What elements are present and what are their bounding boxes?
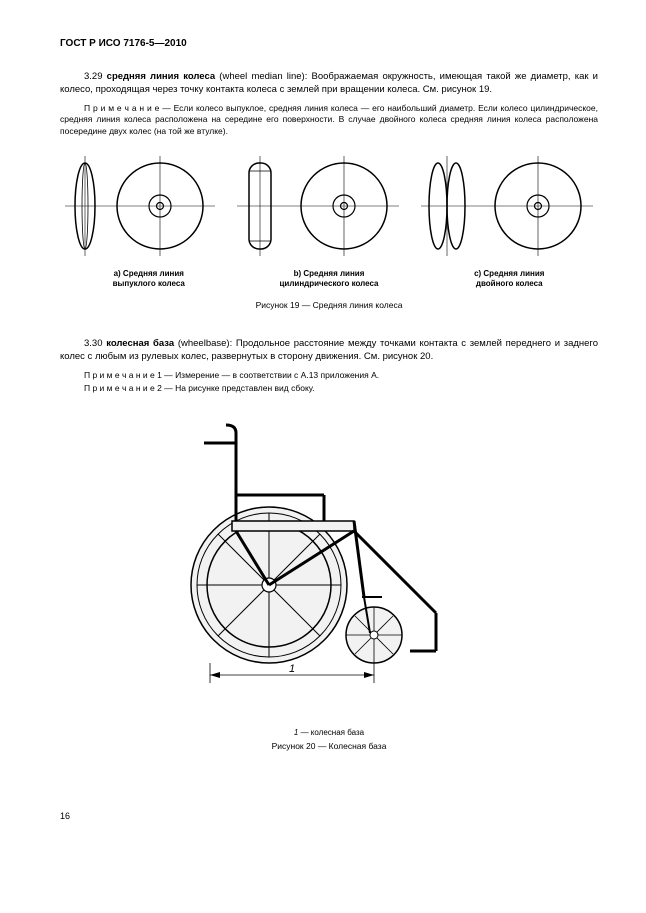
legend-text: — колесная база <box>298 728 364 737</box>
def-number: 3.29 <box>84 71 107 82</box>
note-1: П р и м е ч а н и е — Если колесо выпукл… <box>60 103 598 137</box>
fig19-label-c: c) Средняя линиядвойного колеса <box>420 269 598 290</box>
def-term: колесная база <box>106 338 174 349</box>
figure-19 <box>60 151 598 261</box>
note-text: Измерение — в соответствии с A.13 прилож… <box>175 370 379 380</box>
figure-20-caption: Рисунок 20 — Колесная база <box>60 741 598 751</box>
figure-19-caption: Рисунок 19 — Средняя линия колеса <box>60 300 598 310</box>
note-prefix: П р и м е ч а н и е 1 — <box>84 370 175 380</box>
definition-3-30: 3.30 колесная база (wheelbase): Продольн… <box>60 338 598 364</box>
wheel-convex-svg <box>60 151 220 261</box>
wheelchair-svg: 1 <box>174 415 484 715</box>
page-number: 16 <box>60 811 598 821</box>
def-en: (wheelbase): <box>174 338 236 349</box>
note-prefix: П р и м е ч а н и е — <box>84 103 174 113</box>
figure-19-labels: a) Средняя линиявыпуклого колеса b) Сред… <box>60 269 598 290</box>
def-term: средняя линия колеса <box>107 71 215 82</box>
fig19-label-b: b) Средняя линияцилиндрического колеса <box>240 269 418 290</box>
note-prefix: П р и м е ч а н и е 2 — <box>84 383 175 393</box>
def-number: 3.30 <box>84 338 106 349</box>
doc-header: ГОСТ Р ИСО 7176-5—2010 <box>60 38 598 49</box>
def-en: (wheel median line): <box>215 71 311 82</box>
svg-text:1: 1 <box>289 663 295 675</box>
fig19-label-a: a) Средняя линиявыпуклого колеса <box>60 269 238 290</box>
wheel-cylindrical-svg <box>234 151 404 261</box>
wheel-double-svg <box>418 151 598 261</box>
figure-20-legend: 1 — колесная база <box>60 728 598 737</box>
note-text: На рисунке представлен вид сбоку. <box>175 383 314 393</box>
page-content: ГОСТ Р ИСО 7176-5—2010 3.29 средняя лини… <box>0 0 646 851</box>
figure-20: 1 <box>60 415 598 720</box>
definition-3-29: 3.29 средняя линия колеса (wheel median … <box>60 71 598 97</box>
notes-2: П р и м е ч а н и е 1 — Измерение — в со… <box>60 369 598 395</box>
